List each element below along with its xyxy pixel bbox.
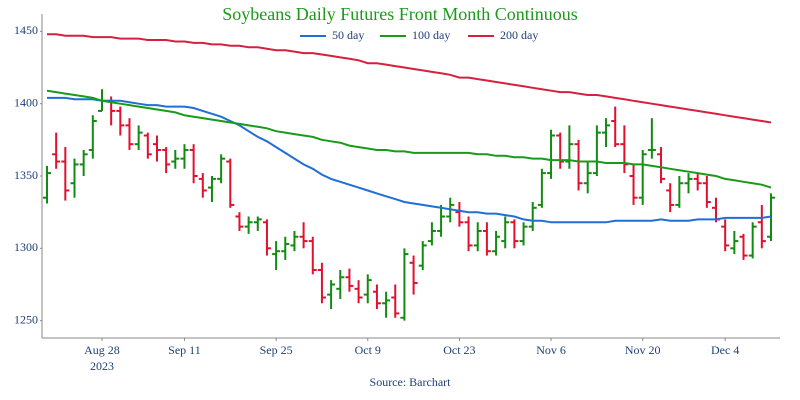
moving-average-line [47, 96, 772, 224]
x-tick-label: Dec 4 [711, 343, 739, 357]
x-year-label: 2023 [90, 359, 114, 373]
moving-average-line [47, 33, 772, 124]
chart-title: Soybeans Daily Futures Front Month Conti… [222, 4, 578, 24]
y-tick-label: 1400 [14, 95, 38, 109]
x-tick-label: Nov 6 [536, 343, 566, 357]
legend-label: 100 day [412, 28, 450, 42]
y-tick-label: 1250 [14, 312, 38, 326]
source-note: Source: Barchart [370, 375, 452, 389]
x-tick-label: Oct 23 [443, 343, 475, 357]
y-tick-label: 1450 [14, 23, 38, 37]
x-tick-label: Sep 25 [260, 343, 293, 357]
x-tick-label: Nov 20 [625, 343, 661, 357]
x-tick-label: Aug 28 [84, 343, 120, 357]
legend-label: 50 day [332, 28, 364, 42]
x-tick-label: Oct 9 [355, 343, 381, 357]
x-tick-label: Sep 11 [168, 343, 201, 357]
moving-average-line [46, 89, 772, 189]
y-tick-label: 1350 [14, 168, 38, 182]
legend-label: 200 day [500, 28, 538, 42]
y-tick-label: 1300 [14, 240, 38, 254]
